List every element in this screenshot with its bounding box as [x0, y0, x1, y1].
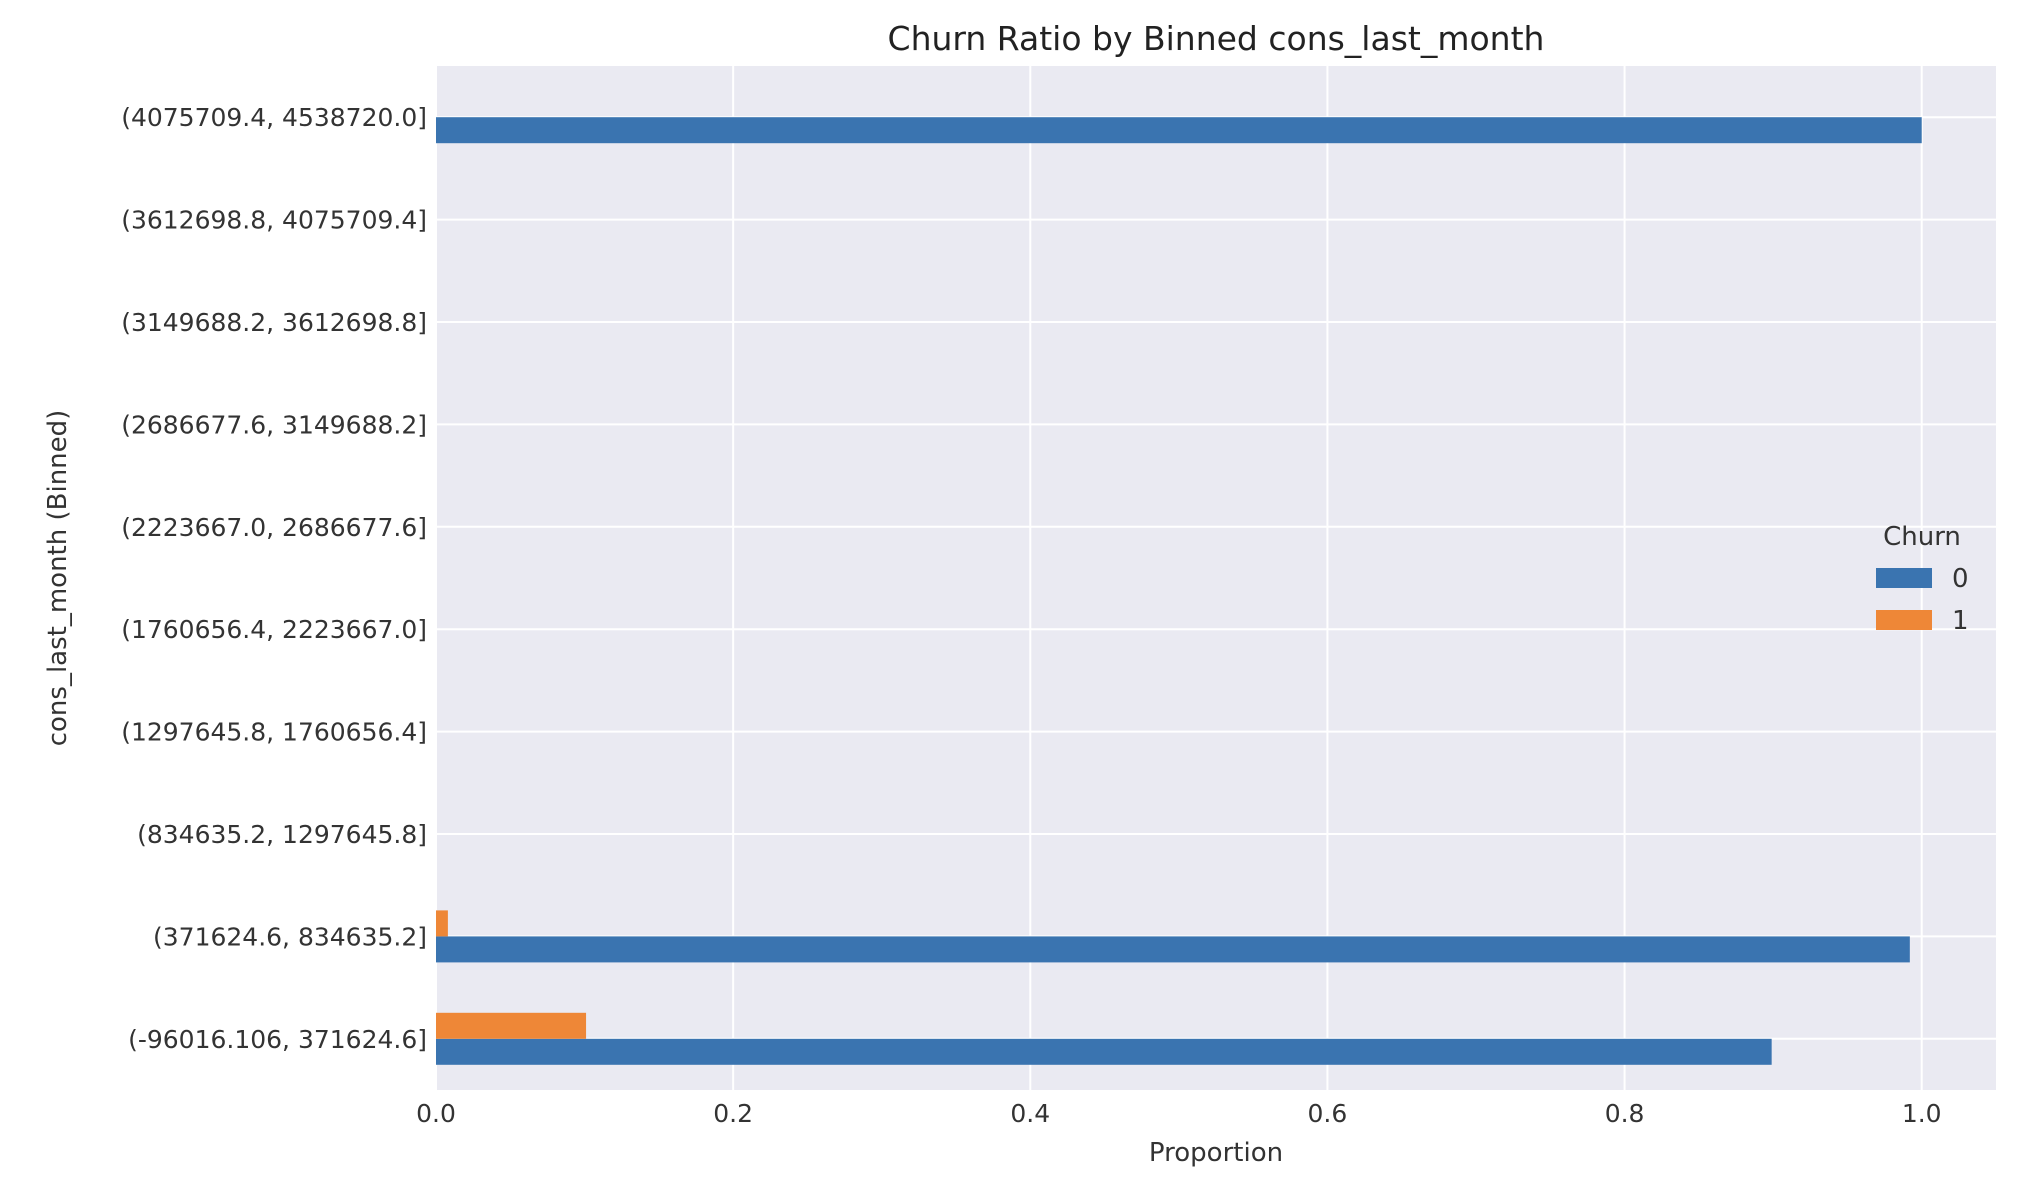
legend-label-1: 1 — [1952, 606, 1969, 636]
y-tick-label: (3612698.8, 4075709.4] — [121, 206, 427, 235]
y-tick-label: (371624.6, 834635.2] — [153, 922, 427, 951]
bar-churn-0 — [436, 117, 1922, 144]
bar-churn-0 — [436, 936, 1910, 963]
x-tick-labels: 0.0 0.2 0.4 0.6 0.8 1.0 — [416, 1099, 1941, 1128]
chart-title: Churn Ratio by Binned cons_last_month — [888, 19, 1545, 58]
x-tick-label: 0.4 — [1010, 1099, 1050, 1128]
y-tick-label: (834635.2, 1297645.8] — [137, 820, 427, 849]
y-tick-label: (-96016.106, 371624.6] — [128, 1025, 427, 1054]
bar-churn-0 — [436, 1038, 1772, 1065]
x-tick-label: 0.2 — [713, 1099, 753, 1128]
x-tick-label: 0.0 — [416, 1099, 456, 1128]
y-tick-label: (1297645.8, 1760656.4] — [121, 718, 427, 747]
y-tick-label: (1760656.4, 2223667.0] — [121, 615, 427, 644]
bar-churn-1 — [436, 910, 448, 937]
x-tick-label: 0.8 — [1605, 1099, 1645, 1128]
legend-label-0: 0 — [1952, 564, 1969, 594]
y-tick-labels: (-96016.106, 371624.6] (371624.6, 834635.… — [121, 103, 427, 1054]
x-tick-label: 0.6 — [1308, 1099, 1348, 1128]
y-tick-label: (2223667.0, 2686677.6] — [121, 513, 427, 542]
x-axis-title: Proportion — [1149, 1138, 1283, 1168]
bar-churn-1 — [436, 1012, 587, 1039]
legend: Churn 01 — [1876, 522, 1969, 636]
y-tick-label: (2686677.6, 3149688.2] — [121, 410, 427, 439]
legend-items: 01 — [1876, 564, 1969, 636]
y-tick-label: (3149688.2, 3612698.8] — [121, 308, 427, 337]
legend-swatch-0 — [1876, 568, 1932, 588]
y-axis-title: cons_last_month (Binned) — [43, 410, 73, 747]
bars — [436, 117, 1922, 1065]
legend-swatch-1 — [1876, 610, 1932, 630]
plot-area — [436, 66, 1996, 1090]
y-tick-label: (4075709.4, 4538720.0] — [121, 103, 427, 132]
x-tick-label: 1.0 — [1902, 1099, 1942, 1128]
legend-title: Churn — [1883, 522, 1961, 552]
